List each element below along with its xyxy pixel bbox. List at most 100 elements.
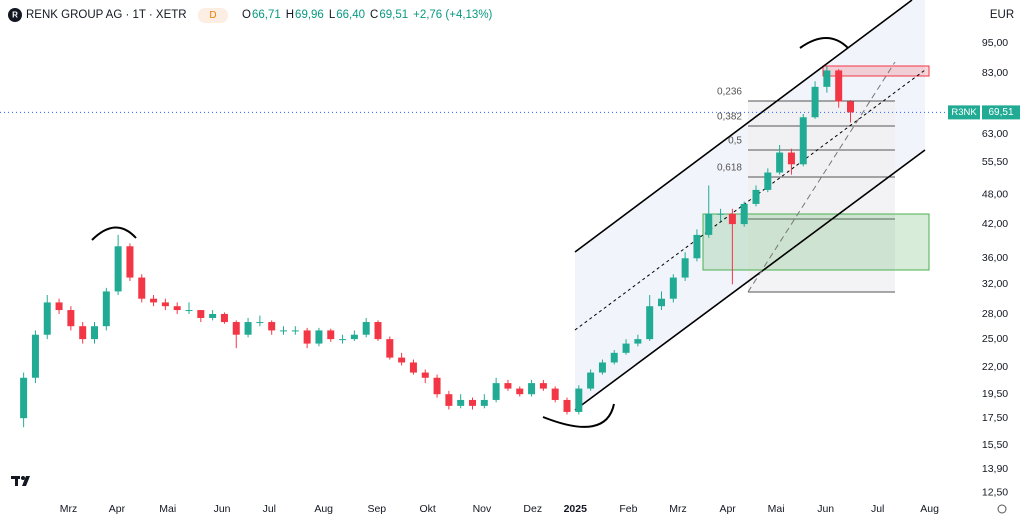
candle-body	[209, 313, 217, 318]
x-tick-label: Jul	[871, 503, 884, 515]
candle-body	[811, 86, 819, 118]
candle-body	[492, 383, 500, 400]
candle-body	[563, 399, 571, 412]
y-tick-label: 83,00	[982, 67, 1008, 79]
y-tick-label: 48,00	[982, 188, 1008, 200]
y-tick-label: 32,00	[982, 278, 1008, 290]
candle-body	[539, 383, 547, 389]
ohlc-key: L	[329, 9, 336, 21]
channel-upper	[574, 0, 913, 253]
x-tick-label: Jul	[263, 503, 276, 515]
y-tick-label: 63,00	[982, 128, 1008, 140]
badge-bg	[198, 8, 228, 23]
fib-trend	[747, 61, 896, 293]
candle-body	[173, 306, 181, 311]
y-tick-label: 28,00	[982, 308, 1008, 320]
x-tick-label: Mrz	[669, 503, 687, 515]
ohlc-value: 66,71	[252, 9, 281, 21]
arcs	[91, 37, 849, 428]
candle-body	[350, 334, 358, 340]
ohlc-value: 66,40	[336, 9, 365, 21]
ohlc-key: H	[286, 9, 294, 21]
candle-body	[528, 383, 536, 395]
candle-body	[669, 277, 677, 299]
channel-mid	[574, 69, 926, 331]
candle-body	[516, 388, 524, 395]
candle-body	[717, 213, 725, 215]
candle-body	[740, 203, 748, 225]
candle-body	[91, 326, 98, 340]
x-tick-label: Jun	[817, 503, 834, 515]
candle-body	[150, 298, 158, 303]
x-tick-label: Mai	[768, 503, 785, 515]
candle-body	[161, 302, 169, 307]
x-tick-label: Mrz	[60, 503, 78, 515]
y-tick-label: 42,00	[982, 218, 1008, 230]
currency[interactable]: EUR	[990, 9, 1014, 21]
candle-body	[705, 213, 713, 235]
x-tick-label: 2025	[564, 503, 588, 515]
y-tick-label: 25,00	[982, 333, 1008, 345]
ohlc-value: 69,96	[295, 9, 324, 21]
support-zone	[702, 213, 930, 271]
price-label: 69,51	[988, 107, 1013, 118]
candle-body	[362, 322, 370, 335]
x-tick-label: Apr	[719, 503, 736, 515]
candle-body	[646, 306, 654, 340]
candle-body	[126, 246, 134, 278]
y-tick-label: 95,00	[982, 37, 1008, 49]
x-tick-label: Nov	[473, 503, 492, 515]
candle-body	[327, 330, 335, 340]
candle-body	[244, 322, 252, 335]
candle-body	[67, 310, 75, 327]
y-tick-label: 22,00	[982, 361, 1008, 373]
candle-body	[551, 388, 559, 400]
x-tick-label: Mai	[159, 503, 176, 515]
candle-body	[256, 322, 264, 324]
candle-body	[31, 334, 39, 378]
candle-body	[457, 399, 465, 406]
y-tick-label: 36,00	[982, 252, 1008, 264]
fib-area	[748, 101, 895, 292]
ohlc-key: C	[370, 9, 378, 21]
fib-lines	[748, 100, 895, 293]
candle-body	[185, 310, 193, 312]
candle-body	[610, 352, 618, 363]
x-tick-label: Sep	[367, 503, 386, 515]
settings-icon[interactable]	[997, 504, 1007, 514]
change: +2,76 (+4,13%)	[413, 9, 492, 21]
symbol-logo	[8, 8, 22, 22]
ticker-label: R3NK	[951, 107, 977, 118]
logo-letter: R	[12, 11, 18, 20]
fib-label: 0,236	[717, 87, 742, 98]
candle-body	[693, 234, 701, 259]
x-tick-label: Aug	[314, 503, 333, 515]
candle-body	[114, 246, 122, 292]
channel-lower	[574, 149, 926, 411]
candle-body	[587, 372, 595, 389]
candle-body	[386, 339, 394, 358]
candle-body	[55, 302, 63, 311]
ticker-tag	[948, 105, 980, 120]
candle-body	[764, 172, 772, 190]
candle-body	[339, 339, 347, 341]
y-tick-label: 19,50	[982, 388, 1008, 400]
candle-body	[787, 152, 795, 165]
symbol[interactable]: RENK GROUP AG · 1T · XETR	[26, 9, 187, 21]
fib-label: 0,618	[717, 163, 742, 174]
ohlc-key: O	[242, 9, 251, 21]
candle-body	[197, 310, 205, 318]
candle-body	[835, 70, 843, 102]
x-tick-label: Okt	[419, 503, 435, 515]
x-tick-label: Jun	[214, 503, 231, 515]
candle-body	[374, 322, 382, 340]
candle-body	[847, 101, 854, 113]
badge: D	[209, 10, 216, 21]
tv-logo	[11, 476, 30, 486]
candle-body	[409, 362, 417, 373]
candle-body	[575, 388, 583, 412]
candle-body	[681, 258, 689, 278]
y-tick-label: 15,50	[982, 439, 1008, 451]
candle-body	[752, 189, 760, 204]
